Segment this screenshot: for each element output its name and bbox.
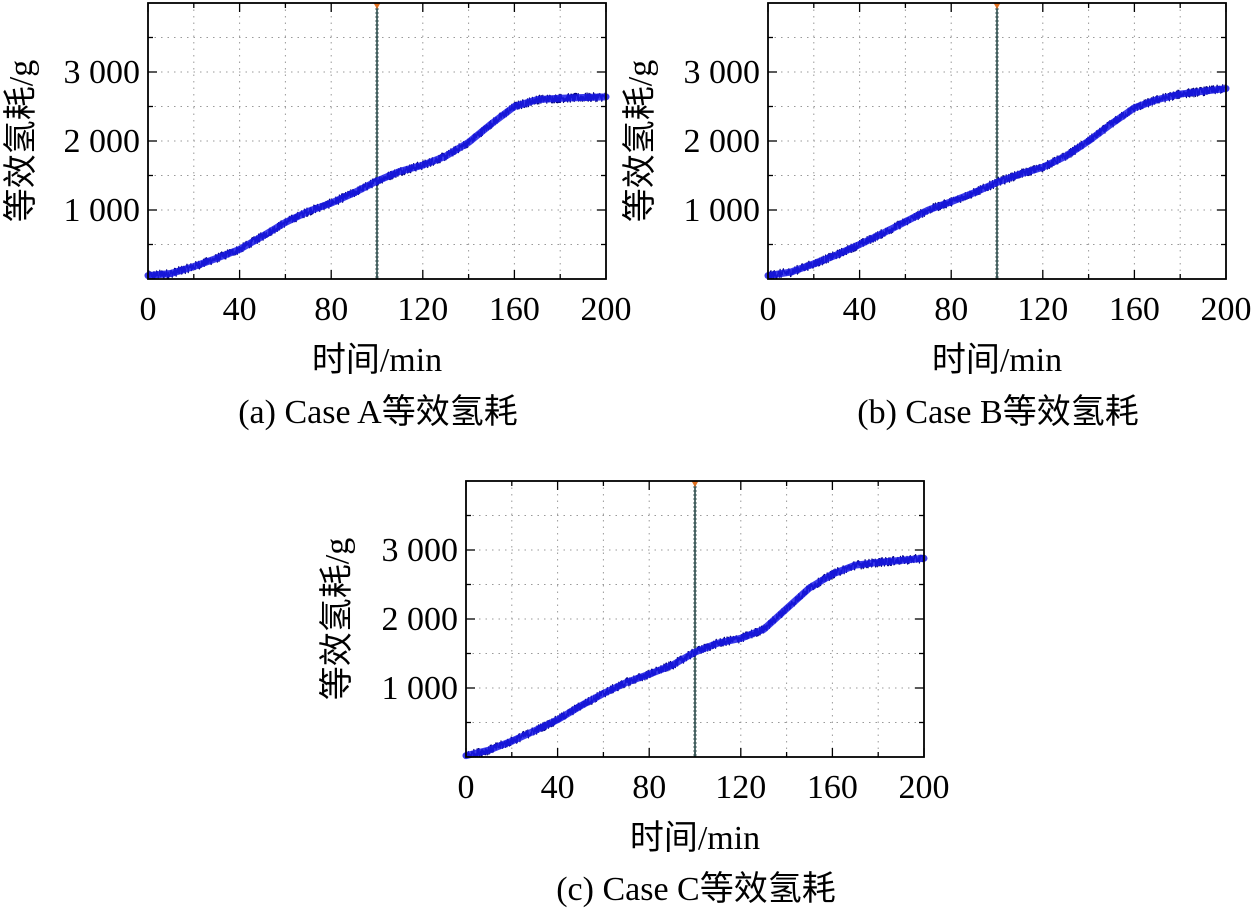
x-axis-title: 时间/min: [312, 342, 442, 379]
chart-panel-1: 0 40 80 120 160 200 1 000 2 000 3 000 时间/min 等效氢耗/…: [2, 2, 632, 431]
y-tick-label: 3 000: [382, 532, 459, 569]
x-tick-label: 0: [140, 291, 157, 328]
x-tick-label: 80: [934, 291, 968, 328]
axes-frame: [465, 480, 925, 758]
y-tick-label: 1 000: [382, 670, 459, 707]
x-tick-label: 160: [1109, 291, 1160, 328]
axes-frame: [147, 2, 607, 280]
x-tick-label: 200: [1201, 291, 1252, 328]
y-tick-label: 2 000: [382, 601, 459, 638]
x-tick-label: 120: [1017, 291, 1068, 328]
panel-caption: (b) Case B等效氢耗: [857, 393, 1138, 431]
y-tick-label: 3 000: [684, 54, 761, 91]
y-tick-label: 2 000: [684, 123, 761, 160]
y-axis-title: 等效氢耗/g: [2, 60, 40, 222]
x-tick-label: 160: [489, 291, 540, 328]
y-tick-label: 1 000: [684, 192, 761, 229]
x-tick-label: 80: [314, 291, 348, 328]
x-tick-label: 80: [632, 769, 666, 806]
x-tick-label: 0: [458, 769, 475, 806]
y-axis-title: 等效氢耗/g: [621, 60, 659, 222]
x-axis-title: 时间/min: [630, 820, 760, 857]
y-tick-label: 1 000: [64, 192, 141, 229]
chart-panel-2: 0 40 80 120 160 200 1 000 2 000 3 000 时间/min 等效氢耗/…: [621, 2, 1252, 431]
axes-frame: [767, 2, 1227, 280]
x-tick-label: 40: [541, 769, 575, 806]
x-tick-label: 200: [899, 769, 950, 806]
vertical-marker-tip: [373, 3, 381, 9]
chart-panel-3: 0 40 80 120 160 200 1 000 2 000 3 000 时间/min 等效氢耗/…: [318, 480, 950, 908]
vertical-marker-tip: [691, 481, 699, 487]
y-tick-label: 3 000: [64, 54, 141, 91]
ticks: [147, 3, 607, 279]
x-axis-title: 时间/min: [932, 342, 1062, 379]
panel-caption: (c) Case C等效氢耗: [556, 870, 836, 908]
x-tick-label: 160: [807, 769, 858, 806]
x-tick-label: 40: [843, 291, 877, 328]
x-tick-label: 40: [223, 291, 257, 328]
y-axis-title: 等效氢耗/g: [318, 538, 356, 700]
panel-caption: (a) Case A等效氢耗: [238, 393, 518, 431]
vertical-marker-tip: [993, 3, 1001, 9]
x-tick-label: 0: [760, 291, 777, 328]
x-tick-label: 200: [581, 291, 632, 328]
x-tick-label: 120: [397, 291, 448, 328]
y-tick-label: 2 000: [64, 123, 141, 160]
x-tick-label: 120: [715, 769, 766, 806]
